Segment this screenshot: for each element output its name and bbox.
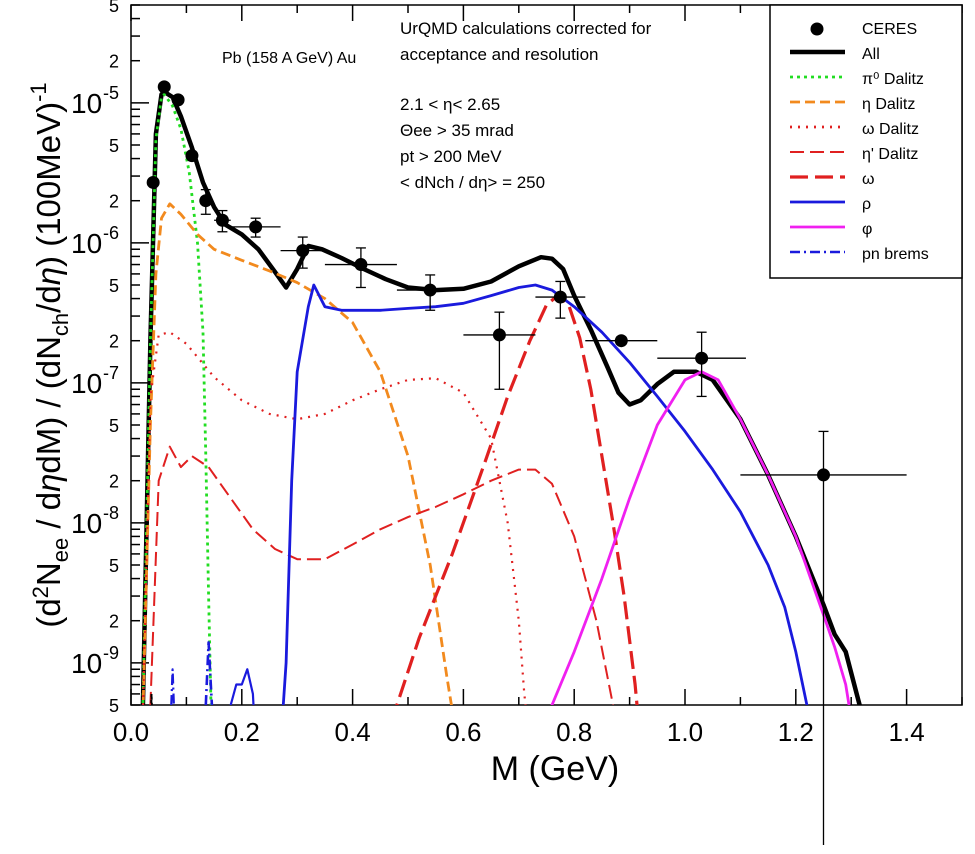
ceres-point (249, 220, 263, 234)
ceres-data (146, 80, 907, 845)
y-decade-exponent: -7 (103, 363, 119, 383)
annotation-system: Pb (158 A GeV) Au (222, 50, 356, 67)
ceres-point (215, 213, 229, 227)
y-minor-label: 5 (109, 696, 119, 716)
y-decade-exponent: -8 (103, 503, 119, 523)
series-line (550, 370, 851, 705)
y-minor-label: 2 (109, 192, 119, 212)
x-tick-label: 0.6 (445, 717, 481, 747)
annotation-cut-3: pt > 200 MeV (400, 147, 502, 166)
y-minor-label: 5 (109, 276, 119, 296)
plot-frame (130, 4, 963, 706)
legend-label: ρ (862, 196, 871, 213)
legend-label: pn brems (862, 246, 929, 263)
annotation-cut-4: < dNch / dη> = 250 (400, 173, 545, 192)
y-decade-exponent: -9 (103, 643, 119, 663)
legend-label: ω (862, 171, 875, 188)
annotation-cut-2: Θee > 35 mrad (400, 121, 514, 140)
y-decade-label: 10 (71, 648, 102, 679)
ceres-point (354, 258, 368, 272)
y-decade-label: 10 (71, 368, 102, 399)
legend-label: η Dalitz (862, 96, 915, 113)
ceres-point (146, 175, 160, 189)
x-tick-label: 0.2 (224, 717, 260, 747)
x-tick-label: 0.4 (335, 717, 371, 747)
ceres-point (614, 334, 628, 348)
ceres-point (296, 244, 310, 258)
ceres-point (185, 149, 199, 163)
legend-marker (810, 22, 824, 36)
legend-label: φ (862, 221, 872, 238)
x-tick-label: 1.2 (778, 717, 814, 747)
y-decade-exponent: -5 (103, 83, 119, 103)
ceres-point (553, 290, 567, 304)
curves (140, 89, 862, 705)
series-line (141, 331, 527, 705)
ceres-point (695, 351, 709, 365)
y-minor-label: 5 (109, 556, 119, 576)
svg-text:(d2Nee / dηdM) / (dNch/dη) (10: (d2Nee / dηdM) / (dNch/dη) (100MeV)-1 (26, 82, 73, 627)
legend-label: CERES (862, 21, 917, 38)
x-axis-label: M (GeV) (491, 750, 619, 788)
legend-label: π⁰ Dalitz (862, 71, 924, 88)
series-line (395, 294, 639, 705)
y-decade-label: 10 (71, 508, 102, 539)
series-line (281, 283, 809, 705)
ceres-point (423, 283, 437, 297)
ceres-point (157, 80, 171, 94)
annotation-title-2: acceptance and resolution (400, 45, 598, 64)
series-line (170, 668, 175, 705)
x-tick-label: 1.0 (667, 717, 703, 747)
series-line (149, 445, 615, 705)
series-line (140, 89, 862, 705)
annotation-title-1: UrQMD calculations corrected for (400, 19, 652, 38)
y-minor-label: 2 (109, 612, 119, 632)
ceres-point (817, 468, 830, 482)
series-line (229, 668, 255, 705)
x-tick-label: 0.0 (113, 717, 149, 747)
legend-label: All (862, 46, 880, 63)
axis-ticks: 0.0 0.2 0.4 0.6 0.8 1.0 1.2 1.410-910-810-710-6… (71, 0, 963, 747)
ceres-point (492, 328, 506, 342)
ceres-point (199, 194, 213, 208)
x-tick-label: 1.4 (889, 717, 925, 747)
y-minor-label: 5 (109, 0, 119, 16)
ceres-point (171, 93, 185, 107)
y-minor-label: 5 (109, 416, 119, 436)
x-tick-label: 0.8 (556, 717, 592, 747)
y-decade-exponent: -6 (103, 223, 119, 243)
y-minor-label: 2 (109, 332, 119, 352)
legend-label: ω Dalitz (862, 121, 919, 138)
y-minor-label: 2 (109, 52, 119, 72)
legend: CERES All π⁰ Dalitz η Dalitz ω Dalitz η' Dali… (790, 21, 929, 263)
legend-label: η' Dalitz (862, 146, 918, 163)
y-decade-label: 10 (71, 88, 102, 119)
y-decade-label: 10 (71, 228, 102, 259)
y-axis-label: (d2Nee / dηdM) / (dNch/dη) (100MeV)-1 (26, 82, 73, 627)
series-line (141, 202, 453, 705)
series-line (141, 93, 213, 705)
y-minor-label: 2 (109, 472, 119, 492)
y-minor-label: 5 (109, 136, 119, 156)
annotation-cut-1: 2.1 < η< 2.65 (400, 95, 500, 114)
series-line (204, 641, 214, 705)
series-line (150, 692, 153, 705)
